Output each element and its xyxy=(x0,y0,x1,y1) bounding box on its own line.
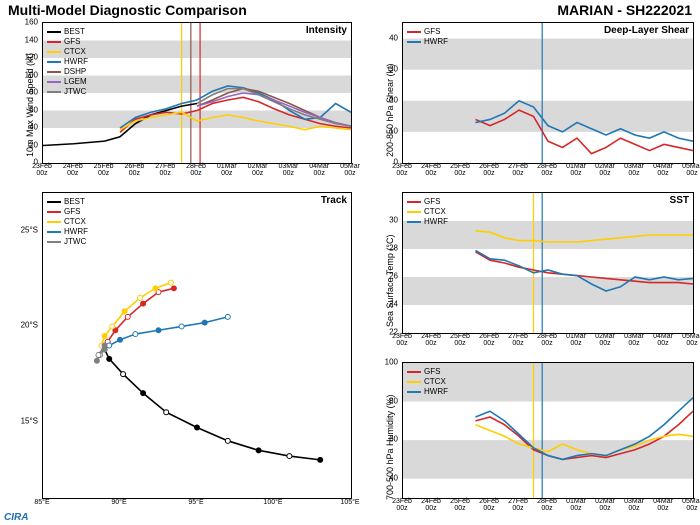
intensity-legend: BESTGFSCTCXHWRFDSHPLGEMJTWC xyxy=(47,27,88,97)
rh-legend: GFSCTCXHWRF xyxy=(407,367,448,397)
sst-ylabel: Sea Surface Temp (°C) xyxy=(385,207,395,327)
track-chart xyxy=(43,193,351,498)
intensity-panel: Intensity BESTGFSCTCXHWRFDSHPLGEMJTWC xyxy=(42,22,352,164)
intensity-chart xyxy=(43,23,351,163)
dashboard: Multi-Model Diagnostic Comparison MARIAN… xyxy=(0,0,700,525)
shear-panel: Deep-Layer Shear GFSHWRF xyxy=(402,22,694,164)
sst-panel: SST GFSCTCXHWRF xyxy=(402,192,694,334)
track-legend: BESTGFSCTCXHWRFJTWC xyxy=(47,197,88,247)
storm-title: MARIAN - SH222021 xyxy=(557,2,692,18)
rh-panel: Mid-Level RH GFSCTCXHWRF xyxy=(402,362,694,499)
cira-logo: CIRA xyxy=(4,512,28,523)
track-panel: Track BESTGFSCTCXHWRFJTWC xyxy=(42,192,352,499)
footer: CIRA xyxy=(4,512,28,523)
sst-legend: GFSCTCXHWRF xyxy=(407,197,448,227)
shear-legend: GFSHWRF xyxy=(407,27,448,47)
main-title: Multi-Model Diagnostic Comparison xyxy=(8,2,247,18)
